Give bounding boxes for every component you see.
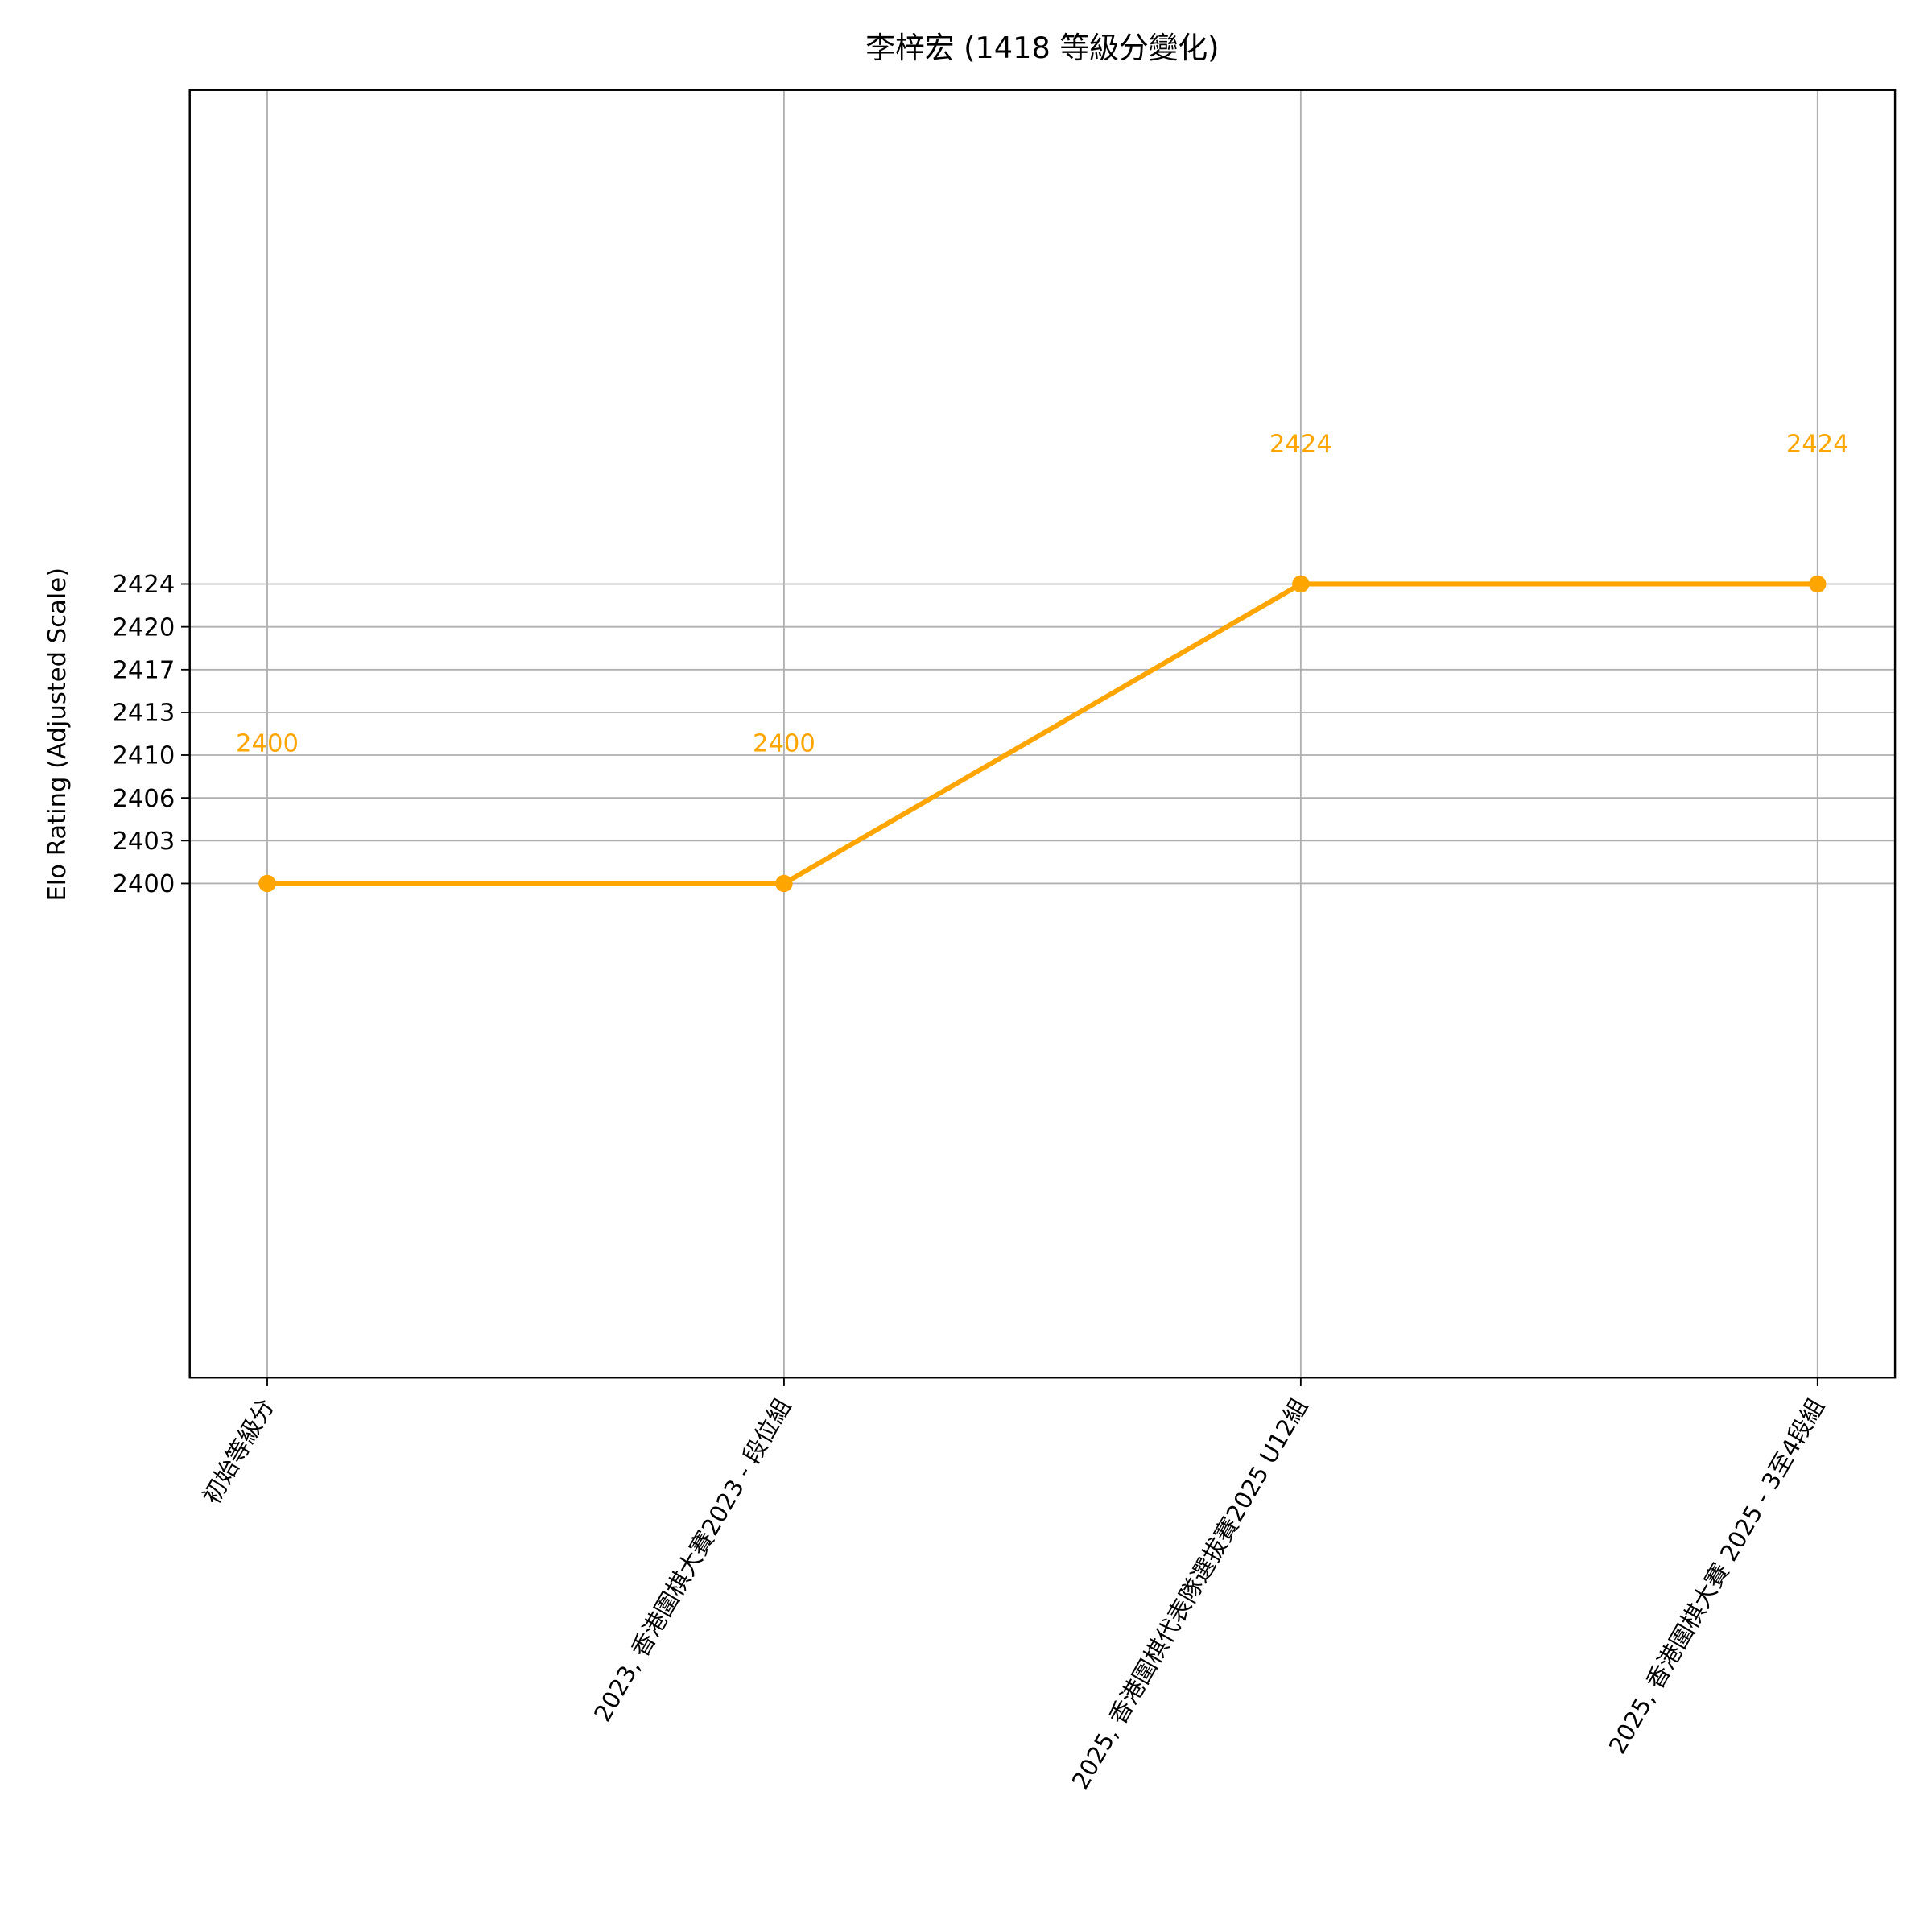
y-tick-label: 2406 <box>112 785 175 813</box>
y-tick-label: 2413 <box>112 700 175 728</box>
line <box>267 581 1818 886</box>
y-axis-label: Elo Rating (Adjusted Scale) <box>43 568 72 902</box>
chart-title: 李梓宏 (1418 等級分變化) <box>865 31 1219 65</box>
y-tick-label: 2400 <box>112 870 175 898</box>
value-label: 2400 <box>236 730 299 758</box>
plot-frame <box>188 89 1897 1379</box>
value-label: 2424 <box>1786 431 1849 459</box>
y-tick-label: 2417 <box>112 657 175 685</box>
y-tick-label: 2424 <box>112 571 175 599</box>
point <box>775 874 793 893</box>
y-tick-label: 2410 <box>112 742 175 770</box>
value-label: 2424 <box>1269 431 1332 459</box>
point <box>1809 575 1827 593</box>
point <box>1292 575 1310 593</box>
point <box>258 874 276 893</box>
value-label: 2400 <box>753 730 815 758</box>
y-tick-label: 2403 <box>112 828 175 856</box>
y-tick-label: 2420 <box>112 613 175 642</box>
